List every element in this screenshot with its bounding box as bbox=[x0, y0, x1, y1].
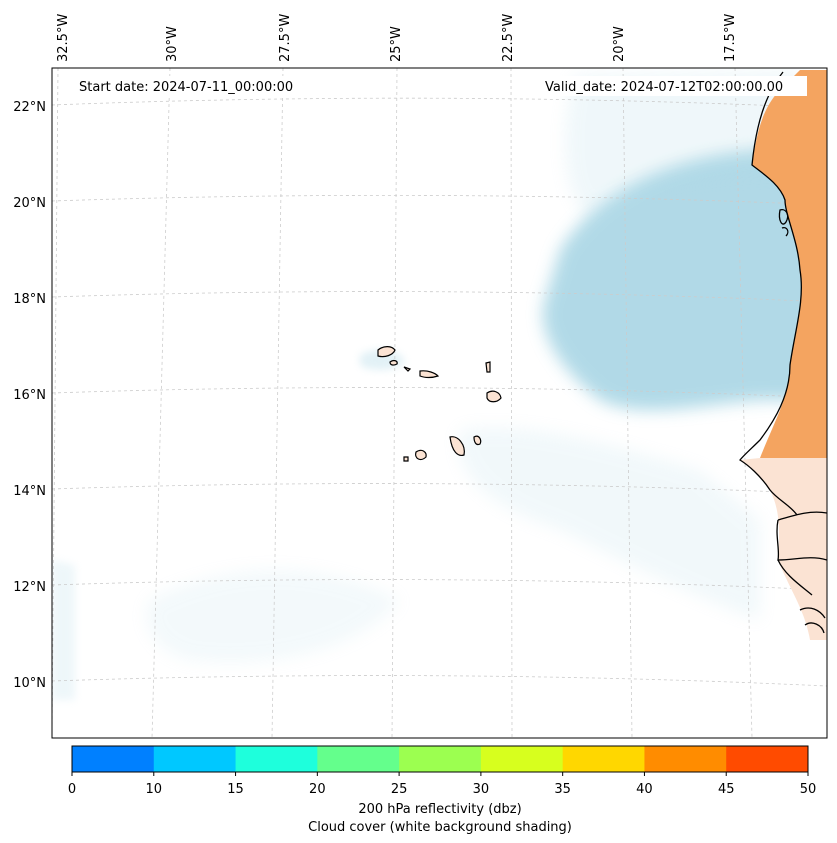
colorbar bbox=[72, 746, 809, 772]
colorbar-tick-label: 0 bbox=[68, 782, 76, 797]
colorbar-tick-label: 50 bbox=[800, 782, 817, 797]
colorbar-ticks: 0 10 15 20 25 30 35 40 45 50 bbox=[68, 772, 816, 797]
colorbar-tick-label: 20 bbox=[309, 782, 326, 797]
colorbar-tick-label: 30 bbox=[473, 782, 490, 797]
lon-label: 27.5°W bbox=[278, 14, 293, 62]
colorbar-segment bbox=[480, 746, 564, 772]
coastline bbox=[739, 71, 827, 634]
colorbar-segment bbox=[562, 746, 645, 772]
graticule bbox=[52, 68, 827, 738]
colorbar-tick-label: 25 bbox=[391, 782, 408, 797]
lon-label: 20°W bbox=[612, 26, 627, 62]
colorbar-segment bbox=[399, 746, 482, 772]
lon-label: 30°W bbox=[165, 26, 180, 62]
colorbar-tick-label: 40 bbox=[636, 782, 653, 797]
colorbar-segment bbox=[153, 746, 237, 772]
colorbar-tick-label: 15 bbox=[227, 782, 244, 797]
colorbar-tick-label: 45 bbox=[718, 782, 735, 797]
lon-label: 32.5°W bbox=[56, 14, 71, 62]
land-africa bbox=[740, 70, 827, 640]
start-date-label: Start date: 2024-07-11_00:00:00 bbox=[79, 80, 293, 95]
colorbar-sublabel: Cloud cover (white background shading) bbox=[308, 820, 572, 835]
colorbar-segment bbox=[317, 746, 400, 772]
lon-label: 17.5°W bbox=[723, 14, 738, 62]
lon-label: 22.5°W bbox=[501, 14, 516, 62]
colorbar-tick-label: 10 bbox=[146, 782, 163, 797]
colorbar-label: 200 hPa reflectivity (dbz) bbox=[358, 802, 521, 817]
latitude-labels: 22°N 20°N 18°N 16°N 14°N 12°N 10°N bbox=[13, 100, 46, 691]
lat-label: 12°N bbox=[13, 580, 46, 595]
cape-verde-islands bbox=[377, 346, 502, 462]
lat-label: 10°N bbox=[13, 676, 46, 691]
lat-label: 20°N bbox=[13, 196, 46, 211]
cloud-cover-shading bbox=[52, 70, 827, 700]
colorbar-outline bbox=[71, 745, 809, 773]
lat-label: 14°N bbox=[13, 484, 46, 499]
start-date-box bbox=[74, 76, 314, 96]
longitude-labels: 32.5°W 30°W 27.5°W 25°W 22.5°W 20°W 17.5… bbox=[56, 14, 738, 62]
map-frame bbox=[51, 67, 828, 739]
colorbar-tick-label: 35 bbox=[554, 782, 571, 797]
lat-label: 16°N bbox=[13, 388, 46, 403]
colorbar-segment bbox=[235, 746, 318, 772]
lat-label: 22°N bbox=[13, 100, 46, 115]
colorbar-segment bbox=[72, 746, 155, 772]
valid-date-label: Valid_date: 2024-07-12T02:00:00.00 bbox=[545, 80, 783, 95]
colorbar-segment bbox=[726, 746, 809, 772]
lat-label: 18°N bbox=[13, 292, 46, 307]
colorbar-segment bbox=[644, 746, 727, 772]
valid-date-box bbox=[540, 76, 807, 96]
lon-label: 25°W bbox=[389, 26, 404, 62]
